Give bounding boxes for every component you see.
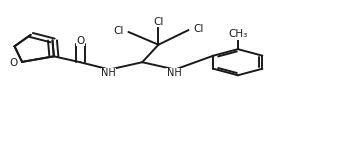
Text: O: O xyxy=(9,58,17,68)
Text: O: O xyxy=(76,36,84,46)
Text: NH: NH xyxy=(167,68,181,78)
Text: NH: NH xyxy=(101,68,116,78)
Text: CH₃: CH₃ xyxy=(228,29,247,39)
Text: Cl: Cl xyxy=(113,26,124,36)
Text: Cl: Cl xyxy=(193,24,203,34)
Text: Cl: Cl xyxy=(153,17,164,27)
